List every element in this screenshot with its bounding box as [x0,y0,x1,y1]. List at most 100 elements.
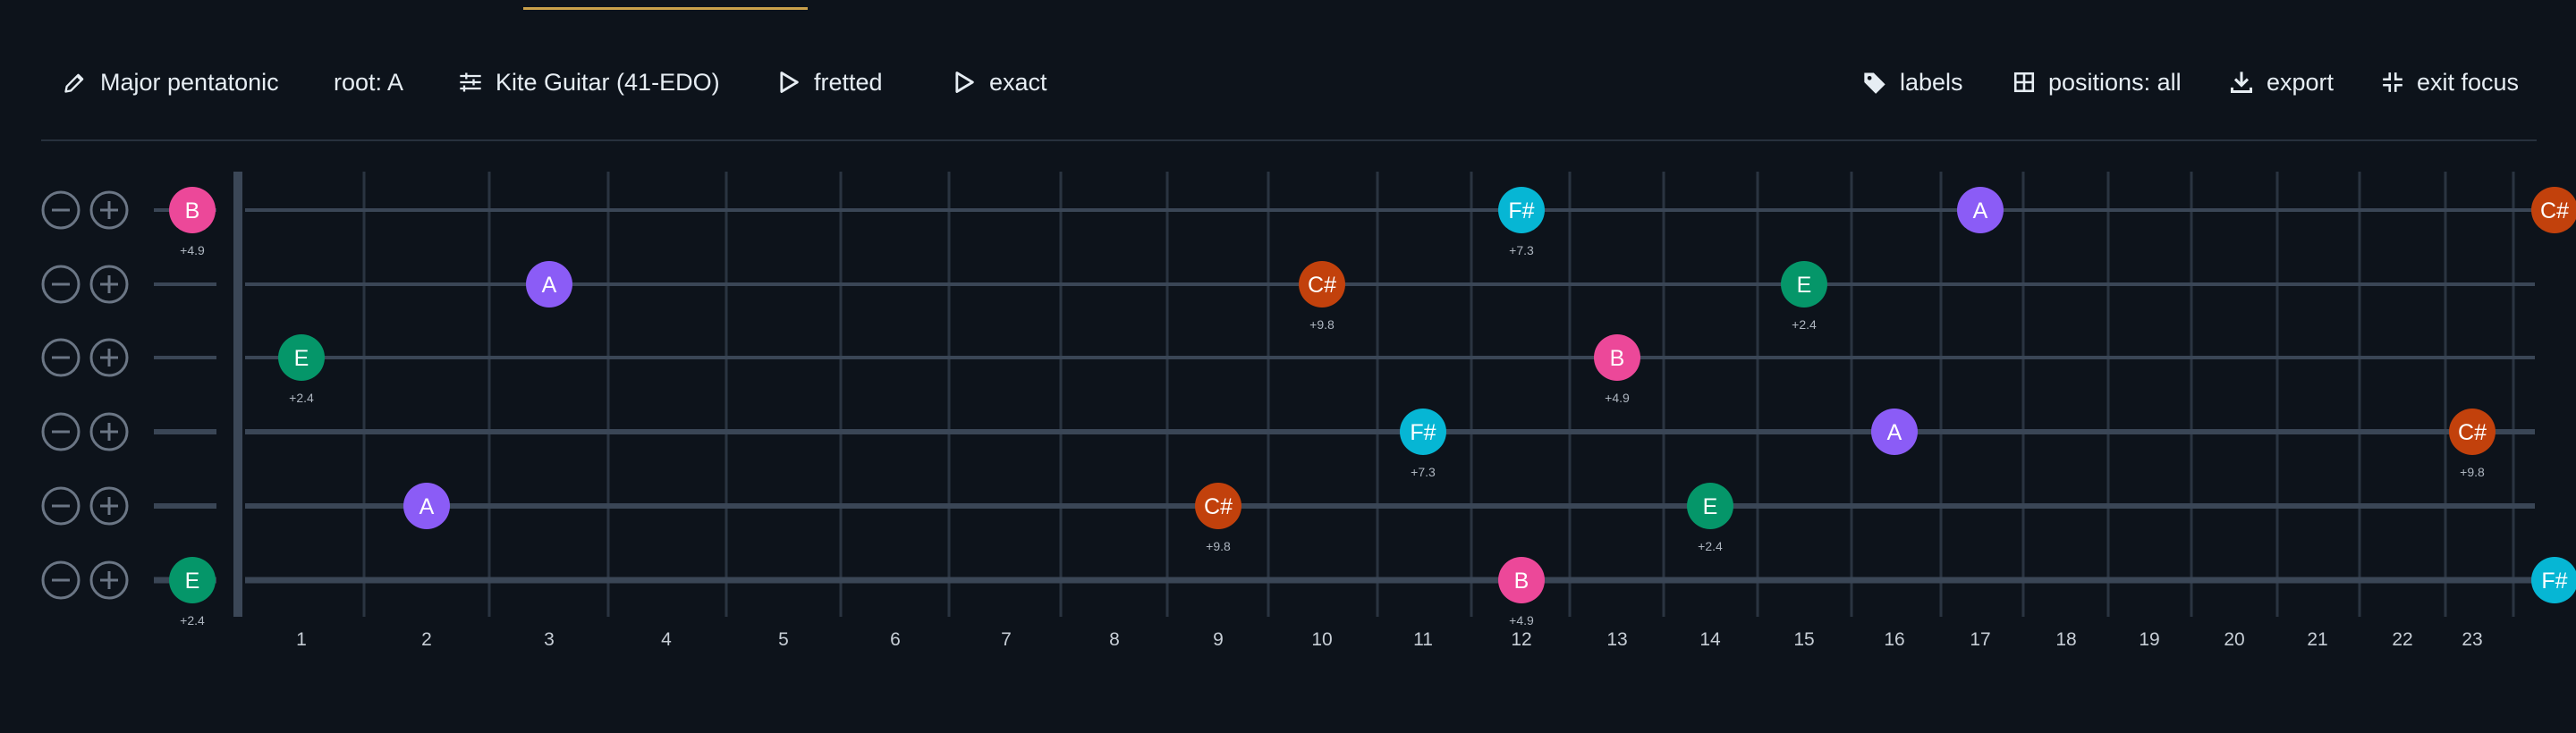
exit-focus-label: exit focus [2417,68,2520,96]
cents-label: +4.9 [1605,391,1630,405]
note-marker[interactable] [169,557,216,603]
fretted-toggle[interactable]: fretted [776,55,883,109]
note-label: F# [1410,420,1436,445]
nut [233,172,242,617]
note-label: A [542,273,557,298]
cents-label: +4.9 [1509,613,1534,628]
note-marker[interactable] [2531,187,2576,233]
note-marker[interactable] [2449,409,2496,455]
add-string-button[interactable] [89,190,129,230]
note-marker[interactable] [278,334,325,381]
note-label: E [1797,273,1812,298]
cents-label: +9.8 [1206,539,1231,553]
note-label: A [1887,420,1902,445]
collapse-icon [2383,72,2402,92]
add-string-button[interactable] [89,265,129,304]
fret-number: 2 [421,629,432,650]
fret-number: 18 [2055,629,2076,650]
note-label: C# [1204,494,1233,519]
cents-label: +2.4 [1792,317,1817,332]
exact-label: exact [989,68,1047,96]
note-marker[interactable] [169,187,216,233]
note-marker[interactable] [1594,334,1640,381]
labels-label: labels [1900,68,1963,96]
note-marker[interactable] [2531,557,2576,603]
fret-number: 16 [1884,629,1904,650]
remove-string-button[interactable] [41,560,80,600]
note-marker[interactable] [1781,261,1827,308]
fret-number: 21 [2307,629,2327,650]
fret-number: 23 [2462,629,2482,650]
cents-label: +4.9 [180,243,205,257]
pencil-icon [64,73,84,93]
cents-label: +9.8 [2460,465,2485,479]
fret-number: 8 [1109,629,1120,650]
active-tab-underline [523,7,808,10]
note-marker[interactable] [1400,409,1446,455]
note-marker[interactable] [1687,483,1733,529]
toolbar-divider [41,139,2537,141]
fret-number: 12 [1511,629,1531,650]
fret-number: 15 [1793,629,1814,650]
fret-number: 7 [1001,629,1012,650]
fret-number: 6 [890,629,901,650]
note-marker[interactable] [1195,483,1241,529]
scale-label: Major pentatonic [100,68,279,96]
scale-button[interactable]: Major pentatonic [63,55,279,109]
root-selector[interactable]: root: A [334,55,403,109]
note-label: F# [2541,569,2567,594]
note-marker[interactable] [1957,187,2004,233]
fret-number: 19 [2139,629,2159,650]
add-string-button[interactable] [89,338,129,377]
note-marker[interactable] [1871,409,1918,455]
add-string-button[interactable] [89,412,129,451]
download-icon [2230,72,2253,94]
note-label: A [419,494,435,519]
export-button[interactable]: export [2229,55,2334,109]
note-marker[interactable] [526,261,572,308]
fret-number: 11 [1413,629,1433,650]
fretted-label: fretted [814,68,883,96]
fret-number: 4 [661,629,672,650]
fret-number: 3 [544,629,555,650]
note-label: C# [2540,198,2569,223]
export-label: export [2267,68,2334,96]
fret-number: 5 [778,629,789,650]
tuning-label: Kite Guitar (41-EDO) [496,68,720,96]
remove-string-button[interactable] [41,338,80,377]
cents-label: +9.8 [1309,317,1335,332]
fret-number: 14 [1699,629,1721,650]
add-string-button[interactable] [89,560,129,600]
remove-string-button[interactable] [41,486,80,526]
exact-toggle[interactable]: exact [952,55,1047,109]
tuning-button[interactable]: Kite Guitar (41-EDO) [458,55,720,109]
positions-button[interactable]: positions: all [2012,55,2182,109]
fret-number: 17 [1970,629,1990,650]
note-label: C# [2458,420,2487,445]
note-marker[interactable] [1498,187,1545,233]
note-label: B [1514,569,1530,594]
cents-label: +2.4 [289,391,314,405]
note-marker[interactable] [1498,557,1545,603]
exit-focus-button[interactable]: exit focus [2381,55,2519,109]
play-icon [780,72,799,93]
cents-label: +2.4 [1698,539,1723,553]
note-label: B [185,198,200,223]
add-string-button[interactable] [89,486,129,526]
remove-string-button[interactable] [41,265,80,304]
sliders-icon [460,72,481,92]
labels-button[interactable]: labels [1862,55,1963,109]
remove-string-button[interactable] [41,190,80,230]
fret-number: 20 [2224,629,2244,650]
remove-string-button[interactable] [41,412,80,451]
grid-icon [2013,72,2035,93]
note-marker[interactable] [1299,261,1345,308]
fret-number: 10 [1311,629,1332,650]
note-label: F# [1508,198,1534,223]
cents-label: +2.4 [180,613,205,628]
fret-number: 22 [2392,629,2412,650]
note-marker[interactable] [403,483,450,529]
tag-icon [1864,72,1885,94]
toolbar: Major pentatonic root: A Kite Guitar (41… [41,55,2535,109]
